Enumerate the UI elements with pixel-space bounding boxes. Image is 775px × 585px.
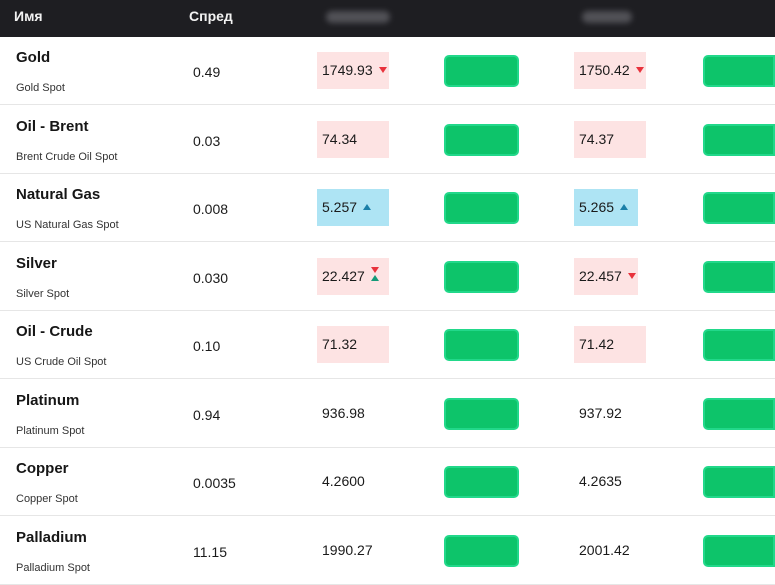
- instrument-name: Palladium: [16, 529, 87, 546]
- buy-button[interactable]: [703, 329, 775, 361]
- instrument-name: Silver: [16, 255, 57, 272]
- buy-price: 74.37: [574, 121, 646, 158]
- sell-price-value: 1990.27: [322, 542, 373, 558]
- price-down-icon: [378, 66, 387, 73]
- buy-button[interactable]: [703, 192, 775, 224]
- spread-value: 0.0035: [193, 475, 236, 491]
- spread-value: 0.030: [193, 270, 229, 286]
- buy-price: 1750.42: [574, 52, 646, 89]
- column-header-buy-blurred: [582, 11, 632, 23]
- buy-price: 71.42: [574, 326, 646, 363]
- price-down-icon: [627, 272, 636, 279]
- instrument-subtitle: Copper Spot: [16, 493, 78, 505]
- instrument-subtitle: US Crude Oil Spot: [16, 356, 107, 368]
- instrument-subtitle: Palladium Spot: [16, 562, 90, 574]
- buy-price: 2001.42: [574, 532, 630, 569]
- table-row[interactable]: Oil - Crude US Crude Oil Spot 0.10 71.32 71.…: [0, 311, 775, 379]
- sell-price: 1749.93: [317, 52, 389, 89]
- buy-button[interactable]: [703, 398, 775, 430]
- price-change-mixed-icon: [370, 267, 379, 282]
- sell-price-value: 5.257: [322, 199, 358, 215]
- buy-price: 4.2635: [574, 463, 622, 500]
- buy-price: 5.265: [574, 189, 638, 226]
- sell-price: 22.427: [317, 258, 389, 295]
- buy-price-value: 4.2635: [579, 473, 622, 489]
- table-header: Имя Спред: [0, 0, 775, 37]
- table-row[interactable]: Silver Silver Spot 0.030 22.427 22.457: [0, 243, 775, 311]
- sell-button[interactable]: [444, 398, 519, 430]
- sell-price: 1990.27: [317, 532, 373, 569]
- spread-value: 0.94: [193, 407, 221, 423]
- sell-button[interactable]: [444, 261, 519, 293]
- table-row[interactable]: Platinum Platinum Spot 0.94 936.98 937.92: [0, 380, 775, 448]
- buy-button[interactable]: [703, 535, 775, 567]
- instrument-subtitle: Platinum Spot: [16, 425, 85, 437]
- buy-button[interactable]: [703, 124, 775, 156]
- buy-price-value: 74.37: [579, 131, 615, 147]
- price-down-icon: [635, 66, 644, 73]
- sell-price: 71.32: [317, 326, 389, 363]
- sell-button[interactable]: [444, 329, 519, 361]
- sell-price-value: 22.427: [322, 268, 365, 284]
- table-row[interactable]: Palladium Palladium Spot 11.15 1990.27 2001.…: [0, 517, 775, 585]
- instrument-subtitle: US Natural Gas Spot: [16, 219, 119, 231]
- sell-button[interactable]: [444, 466, 519, 498]
- column-header-name[interactable]: Имя: [14, 8, 43, 24]
- buy-price: 937.92: [574, 395, 622, 432]
- buy-price-value: 71.42: [579, 336, 615, 352]
- buy-price-value: 937.92: [579, 405, 622, 421]
- instrument-subtitle: Silver Spot: [16, 288, 70, 300]
- buy-price-value: 22.457: [579, 268, 622, 284]
- buy-price-value: 5.265: [579, 199, 615, 215]
- price-up-icon: [363, 203, 372, 210]
- table-row[interactable]: Copper Copper Spot 0.0035 4.2600 4.2635: [0, 448, 775, 516]
- column-header-spread[interactable]: Спред: [189, 8, 233, 24]
- instrument-name: Platinum: [16, 392, 80, 409]
- instrument-subtitle: Brent Crude Oil Spot: [16, 151, 118, 163]
- sell-price-value: 74.34: [322, 131, 358, 147]
- table-row[interactable]: Gold Gold Spot 0.49 1749.93 1750.42: [0, 37, 775, 105]
- buy-price: 22.457: [574, 258, 638, 295]
- sell-button[interactable]: [444, 55, 519, 87]
- spread-value: 0.008: [193, 201, 229, 217]
- spread-value: 0.03: [193, 133, 221, 149]
- buy-button[interactable]: [703, 55, 775, 87]
- sell-price-value: 4.2600: [322, 473, 365, 489]
- instrument-subtitle: Gold Spot: [16, 82, 65, 94]
- sell-price: 4.2600: [317, 463, 365, 500]
- buy-price-value: 2001.42: [579, 542, 630, 558]
- sell-button[interactable]: [444, 192, 519, 224]
- spread-value: 0.10: [193, 338, 221, 354]
- buy-price-value: 1750.42: [579, 62, 630, 78]
- sell-button[interactable]: [444, 535, 519, 567]
- instrument-name: Gold: [16, 49, 51, 66]
- sell-price-value: 936.98: [322, 405, 365, 421]
- sell-button[interactable]: [444, 124, 519, 156]
- spread-value: 11.15: [193, 544, 227, 560]
- sell-price: 74.34: [317, 121, 389, 158]
- instrument-name: Oil - Brent: [16, 118, 89, 135]
- sell-price: 936.98: [317, 395, 365, 432]
- column-header-sell-blurred: [326, 11, 390, 23]
- table-row[interactable]: Oil - Brent Brent Crude Oil Spot 0.03 74.34…: [0, 106, 775, 174]
- buy-button[interactable]: [703, 261, 775, 293]
- table-row[interactable]: Natural Gas US Natural Gas Spot 0.008 5.257…: [0, 174, 775, 242]
- buy-button[interactable]: [703, 466, 775, 498]
- instrument-name: Natural Gas: [16, 186, 101, 203]
- price-up-icon: [620, 203, 629, 210]
- sell-price: 5.257: [317, 189, 389, 226]
- instrument-name: Copper: [16, 460, 69, 477]
- sell-price-value: 71.32: [322, 336, 358, 352]
- sell-price-value: 1749.93: [322, 62, 373, 78]
- spread-value: 0.49: [193, 64, 221, 80]
- instrument-name: Oil - Crude: [16, 323, 93, 340]
